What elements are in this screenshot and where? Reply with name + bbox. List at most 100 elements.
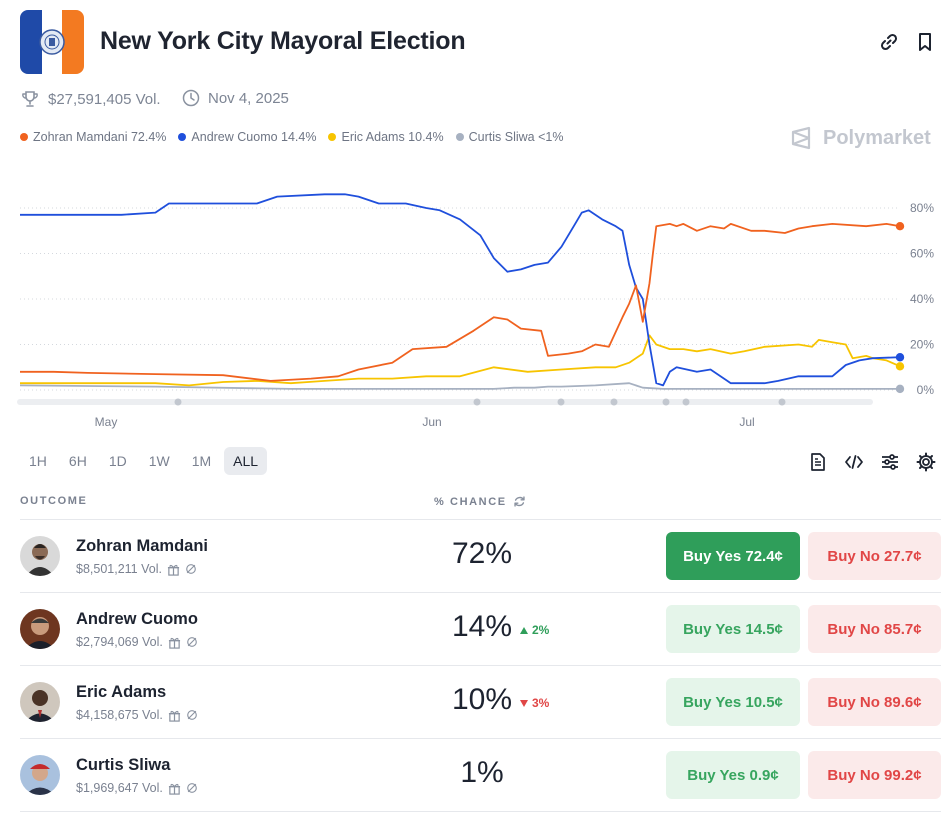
- candidate-volume-text: $2,794,069 Vol.: [76, 635, 163, 649]
- scrubber-marker[interactable]: [662, 398, 670, 406]
- triangle-down-icon: [520, 699, 528, 707]
- series-line-eric-adams: [20, 334, 901, 387]
- chance-change-text: 3%: [532, 696, 550, 710]
- range-1d-button[interactable]: 1D: [108, 453, 127, 469]
- range-1h-button[interactable]: 1H: [29, 453, 47, 469]
- scrubber-marker[interactable]: [473, 398, 481, 406]
- legend-item-mamdani: Zohran Mamdani 72.4%: [20, 130, 166, 144]
- chance-change-text: 2%: [532, 623, 550, 637]
- divider: [20, 665, 941, 666]
- chance-value: 1%: [460, 756, 504, 789]
- market-title: New York City Mayoral Election: [100, 27, 466, 55]
- buy-no-button[interactable]: Buy No 99.2¢: [808, 751, 941, 799]
- trophy-icon: [22, 91, 38, 107]
- buy-yes-button[interactable]: Buy Yes 14.5¢: [666, 605, 800, 653]
- outcome-header-label: OUTCOME: [20, 495, 88, 507]
- legend-dot: [328, 133, 337, 141]
- buy-yes-button[interactable]: Buy Yes 0.9¢: [666, 751, 800, 799]
- chance-value: 10%: [451, 683, 513, 716]
- no-rewards-icon[interactable]: [186, 782, 198, 794]
- candidate-name: Andrew Cuomo: [76, 610, 198, 628]
- outcome-column-header: OUTCOME: [20, 495, 87, 507]
- y-axis-ticks: 80% 60% 40% 20% 0%: [910, 201, 934, 397]
- embed-button[interactable]: [842, 450, 866, 474]
- series-end-point: [895, 362, 905, 371]
- legend-dot: [455, 133, 464, 141]
- buy-no-button[interactable]: Buy No 89.6¢: [808, 678, 941, 726]
- bookmark-button[interactable]: [912, 29, 938, 55]
- candidate-volume: $2,794,069 Vol.: [76, 635, 198, 649]
- divider: [20, 738, 941, 739]
- outcome-row-cuomo[interactable]: Andrew Cuomo $2,794,069 Vol. 14% 2% Buy …: [20, 593, 941, 665]
- time-range-selector: 1H 6H 1D 1W 1M ALL: [20, 447, 268, 475]
- gift-icon[interactable]: [168, 709, 181, 722]
- scrubber-marker[interactable]: [778, 398, 786, 406]
- buy-no-button[interactable]: Buy No 27.7¢: [808, 532, 941, 580]
- legend-dot: [20, 133, 28, 141]
- range-all-button[interactable]: ALL: [224, 447, 268, 475]
- series-line-andrew-cuomo: [20, 193, 901, 387]
- x-tick-jul: Jul: [739, 415, 754, 429]
- candidate-volume-text: $1,969,647 Vol.: [76, 781, 163, 795]
- code-icon: [845, 455, 863, 469]
- candidate-volume: $4,158,675 Vol.: [76, 708, 198, 722]
- volume-text: $27,591,405 Vol.: [48, 90, 161, 108]
- avatar: [20, 755, 60, 795]
- buy-no-button[interactable]: Buy No 85.7¢: [808, 605, 941, 653]
- chance-header-label: % CHANCE: [434, 495, 507, 508]
- chance-change-up: 2%: [520, 623, 549, 637]
- legend-label: Curtis Sliwa <1%: [468, 130, 564, 144]
- range-6h-button[interactable]: 6H: [68, 453, 87, 469]
- avatar: [20, 609, 60, 649]
- time-scrubber[interactable]: [17, 398, 873, 406]
- candidate-volume-text: $4,158,675 Vol.: [76, 708, 163, 722]
- series-end-point: [895, 384, 905, 394]
- buy-yes-button[interactable]: Buy Yes 72.4¢: [666, 532, 800, 580]
- rules-button[interactable]: [806, 450, 830, 474]
- price-history-chart[interactable]: 80% 60% 40% 20% 0% May Jun Jul: [0, 160, 951, 435]
- x-tick-jun: Jun: [422, 415, 441, 429]
- outcome-row-mamdani[interactable]: Zohran Mamdani $8,501,211 Vol. 72% Buy Y…: [20, 520, 941, 592]
- chart-legend: Zohran Mamdani 72.4% Andrew Cuomo 14.4% …: [20, 130, 563, 144]
- legend-label: Andrew Cuomo 14.4%: [191, 130, 317, 144]
- no-rewards-icon[interactable]: [186, 709, 198, 721]
- scrubber-marker[interactable]: [682, 398, 690, 406]
- gift-icon[interactable]: [168, 636, 181, 649]
- scrubber-marker[interactable]: [610, 398, 618, 406]
- avatar: [20, 682, 60, 722]
- legend-item-adams: Eric Adams 10.4%: [328, 130, 444, 144]
- polymarket-logo-icon: [791, 126, 811, 150]
- refresh-icon[interactable]: [513, 495, 526, 508]
- copy-link-button[interactable]: [876, 29, 902, 55]
- gift-icon[interactable]: [168, 782, 181, 795]
- divider: [20, 519, 941, 520]
- scrubber-marker[interactable]: [557, 398, 565, 406]
- series-line-zohran-mamdani: [20, 223, 901, 382]
- sliders-icon: [882, 454, 898, 470]
- market-volume: $27,591,405 Vol.: [20, 89, 161, 109]
- range-1m-button[interactable]: 1M: [191, 453, 212, 469]
- outcome-row-adams[interactable]: Eric Adams $4,158,675 Vol. 10% 3% Buy Ye…: [20, 666, 941, 738]
- range-1w-button[interactable]: 1W: [148, 453, 170, 469]
- y-tick-label: 0%: [917, 383, 935, 397]
- document-icon: [811, 453, 825, 471]
- no-rewards-icon[interactable]: [186, 636, 198, 648]
- no-rewards-icon[interactable]: [185, 563, 197, 575]
- divider: [20, 592, 941, 593]
- y-tick-label: 80%: [910, 201, 934, 215]
- gift-icon[interactable]: [167, 563, 180, 576]
- outcome-row-sliwa[interactable]: Curtis Sliwa $1,969,647 Vol. 1% Buy Yes …: [20, 739, 941, 811]
- candidate-volume: $8,501,211 Vol.: [76, 562, 197, 576]
- buy-yes-button[interactable]: Buy Yes 10.5¢: [666, 678, 800, 726]
- series-line-curtis-sliwa: [19, 382, 900, 390]
- candidate-name: Eric Adams: [76, 683, 167, 701]
- chart-settings-sliders-button[interactable]: [878, 450, 902, 474]
- market-end-date: Nov 4, 2025: [182, 89, 289, 107]
- bookmark-icon: [919, 33, 931, 51]
- candidate-volume-text: $8,501,211 Vol.: [76, 562, 162, 576]
- scrubber-marker[interactable]: [174, 398, 182, 406]
- settings-button[interactable]: [914, 450, 938, 474]
- link-icon: [880, 33, 898, 51]
- legend-label: Eric Adams 10.4%: [341, 130, 444, 144]
- x-tick-may: May: [95, 415, 118, 429]
